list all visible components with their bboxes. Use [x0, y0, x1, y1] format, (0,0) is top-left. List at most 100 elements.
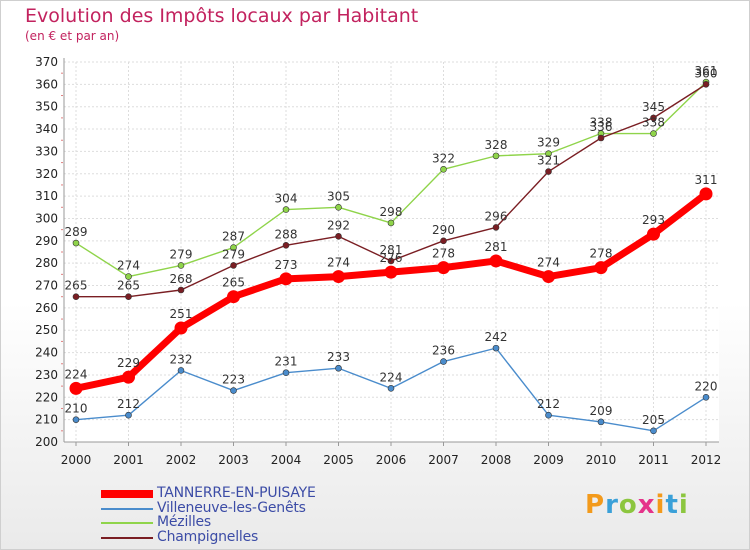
- data-label: 329: [537, 136, 560, 150]
- data-label: 293: [642, 213, 665, 227]
- legend-swatch: [101, 490, 153, 498]
- data-point: [650, 130, 657, 137]
- data-label: 290: [432, 223, 455, 237]
- data-point: [492, 344, 500, 352]
- grid: [64, 61, 719, 443]
- data-label: 287: [222, 230, 245, 244]
- data-label: 292: [327, 218, 350, 232]
- data-label: 279: [170, 247, 193, 261]
- data-label: 281: [380, 243, 403, 257]
- logo-letter: r: [605, 490, 619, 520]
- data-point: [647, 227, 660, 241]
- data-point: [72, 239, 80, 247]
- data-point: [282, 369, 290, 377]
- data-point: [440, 165, 447, 173]
- y-tick-label: 320: [35, 167, 58, 181]
- legend-swatch: [101, 507, 153, 510]
- logo-letter: x: [637, 490, 656, 520]
- data-label: 212: [117, 397, 140, 411]
- data-point: [122, 370, 135, 384]
- data-label: 279: [222, 247, 245, 261]
- x-tick-label: 2000: [61, 453, 92, 467]
- data-point: [72, 416, 80, 423]
- legend-swatch: [101, 522, 153, 524]
- data-label: 210: [65, 402, 88, 416]
- data-point: [335, 203, 342, 211]
- x-tick-label: 2001: [113, 453, 144, 467]
- y-tick-label: 230: [35, 368, 58, 382]
- series-champignelles: [72, 81, 710, 301]
- x-tick-label: 2004: [271, 453, 302, 467]
- y-tick-label: 310: [35, 189, 58, 203]
- data-label: 298: [380, 205, 403, 219]
- x-tick-label: 2003: [218, 453, 249, 467]
- data-label: 220: [695, 379, 718, 393]
- data-point: [69, 381, 83, 395]
- data-label: 289: [65, 225, 88, 239]
- data-point: [335, 233, 342, 240]
- legend-label: Villeneuve-les-Genêts: [157, 499, 306, 516]
- data-label: 212: [537, 397, 560, 411]
- data-label: 265: [117, 279, 140, 293]
- data-point: [492, 224, 500, 231]
- data-point: [702, 393, 710, 401]
- data-label: 338: [642, 116, 665, 130]
- data-label: 223: [222, 373, 245, 387]
- data-point: [282, 206, 290, 213]
- data-label: 336: [590, 120, 613, 134]
- data-label: 328: [485, 138, 508, 152]
- y-tick-label: 270: [35, 279, 58, 293]
- data-label: 288: [275, 227, 298, 241]
- data-label: 232: [170, 352, 193, 366]
- data-point: [125, 273, 132, 280]
- data-point: [174, 321, 188, 335]
- data-point: [125, 411, 132, 419]
- x-tick-label: 2011: [638, 453, 669, 467]
- legend-label: TANNERRE-EN-PUISAYE: [157, 485, 316, 501]
- legend-swatch: [101, 536, 153, 539]
- y-tick-label: 300: [35, 211, 58, 225]
- data-point: [594, 261, 608, 275]
- data-point: [489, 254, 503, 268]
- data-label: 274: [537, 256, 560, 270]
- data-label: 278: [590, 247, 613, 261]
- data-label: 236: [432, 344, 455, 358]
- y-tick-label: 240: [35, 346, 58, 360]
- series-layer: [69, 78, 713, 435]
- data-label: 224: [65, 367, 88, 381]
- y-tick-label: 370: [35, 55, 58, 69]
- data-point: [440, 358, 447, 365]
- data-point: [387, 385, 395, 392]
- chart-title: Evolution des Impôts locaux par Habitant: [25, 5, 419, 27]
- data-label: 338: [590, 116, 613, 130]
- y-tick-label: 330: [35, 144, 58, 158]
- data-label: 251: [170, 307, 193, 321]
- series-villeneuve-les-genets: [72, 344, 710, 435]
- data-label: 278: [432, 247, 455, 261]
- data-point: [125, 293, 132, 301]
- data-label: 229: [117, 356, 140, 370]
- data-label: 265: [65, 279, 88, 293]
- axes: 200 210 220 230 240 250 260 270 280 290 300 310 320 3…: [35, 55, 721, 467]
- data-point: [650, 114, 657, 122]
- data-point: [545, 168, 552, 175]
- x-tick-label: 2005: [323, 453, 354, 467]
- data-point: [279, 272, 293, 286]
- data-point: [387, 219, 395, 227]
- series-mezilles: [72, 78, 710, 280]
- data-labels: 210 212 232 223 231 233 224 236 242 212 209 205 220 2…: [65, 64, 718, 427]
- data-point: [177, 286, 185, 294]
- y-tick-label: 340: [35, 122, 58, 136]
- data-point: [282, 241, 290, 249]
- series-tannerre-en-puisaye: [69, 187, 713, 395]
- y-tick-label: 260: [35, 301, 58, 315]
- y-tick-label: 210: [35, 413, 58, 427]
- data-label: 305: [327, 189, 350, 203]
- line-chart: 200 210 220 230 240 250 260 270 280 290 300 310 320 3…: [35, 55, 721, 467]
- data-point: [177, 367, 185, 374]
- data-point: [177, 262, 185, 269]
- logo-letter: i: [655, 490, 666, 520]
- data-label: 268: [170, 272, 193, 286]
- data-point: [545, 411, 552, 419]
